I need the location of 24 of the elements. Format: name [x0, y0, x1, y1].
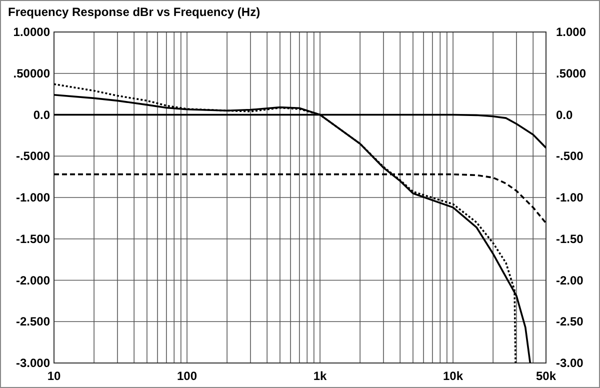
y-tick-label: 0.0: [33, 108, 50, 122]
y-tick-label: -.5000: [16, 149, 50, 164]
y2-tick-label: -2.50: [556, 314, 584, 329]
chart-title: Frequency Response dBr vs Frequency (Hz): [8, 5, 260, 19]
y2-tick-label: -2.00: [556, 273, 584, 288]
y-tick-label: -1.000: [16, 190, 50, 204]
y2-tick-label: -.500: [556, 149, 584, 164]
y2-tick-label: -1.00: [556, 190, 584, 204]
y-tick-label: 1.0000: [13, 25, 50, 39]
x-tick-label: 100: [176, 369, 198, 383]
y2-tick-label: 1.000: [556, 25, 586, 39]
y-tick-label: -3.000: [16, 356, 50, 370]
y-tick-label: -2.500: [16, 314, 50, 329]
y2-tick-label: -3.00: [556, 356, 584, 370]
y2-tick-label: .5000: [556, 66, 586, 80]
x-tick-label: 1k: [313, 369, 328, 383]
y2-tick-label: -1.50: [556, 232, 584, 246]
x-tick-label: 10: [47, 369, 61, 383]
y-tick-label: -2.000: [16, 273, 50, 288]
y-tick-label: -1.500: [16, 232, 50, 246]
x-tick-label: 10k: [443, 369, 464, 383]
y2-tick-label: 0.0: [556, 108, 574, 122]
x-tick-label: 50k: [536, 369, 556, 383]
y-tick-label: .50000: [13, 66, 50, 80]
